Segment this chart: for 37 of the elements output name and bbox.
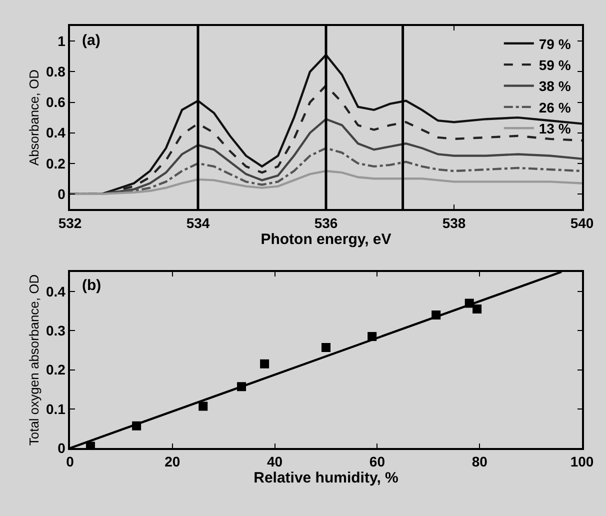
y-tick-label: 1: [58, 33, 66, 50]
y-tick-label: 0.6: [46, 94, 66, 110]
x-tick-label: 540: [570, 214, 594, 231]
x-tick-label: 532: [58, 214, 82, 231]
legend-label: 79 %: [538, 36, 572, 52]
y-tick-label: 0.3: [46, 322, 66, 339]
annotation: (b): [82, 277, 102, 294]
x-axis-title: Relative humidity, %: [254, 470, 398, 487]
y-tick-label: 0: [58, 440, 66, 456]
y-tick-label: 0.4: [46, 124, 66, 141]
point: [260, 359, 270, 368]
legend-label: 13 %: [538, 120, 572, 137]
x-tick-label: 20: [164, 454, 180, 470]
y-axis-title: Absorbance, OD: [26, 70, 42, 166]
line-series: [70, 170, 582, 196]
x-tick-label: 534: [186, 214, 210, 231]
y-tick-label: 0.4: [46, 283, 66, 300]
legend-label: 38 %: [538, 78, 572, 94]
x-tick-label: 538: [442, 214, 466, 231]
x-tick-label: 536: [314, 214, 338, 231]
y-axis-title: Total oxygen absorbance, OD: [26, 274, 42, 446]
point: [472, 304, 482, 314]
x-tick-label: 80: [472, 454, 488, 470]
point: [198, 402, 208, 411]
x-tick-label: 60: [369, 454, 386, 470]
y-tick-label: 0.2: [46, 155, 66, 172]
y-tick-label: 0: [58, 186, 66, 202]
point: [322, 342, 330, 352]
y-tick-label: 0.2: [46, 362, 66, 378]
legend-label: 59 %: [538, 57, 572, 74]
y-tick-label: 0.1: [46, 400, 66, 417]
x-axis-title: Photon energy, eV: [260, 230, 392, 248]
x-tick-label: 100: [570, 454, 594, 470]
y-tick-label: 0.8: [46, 64, 66, 80]
annotation: (a): [82, 32, 100, 49]
x-tick-label: 40: [267, 454, 283, 470]
legend-label: 26 %: [538, 99, 572, 116]
